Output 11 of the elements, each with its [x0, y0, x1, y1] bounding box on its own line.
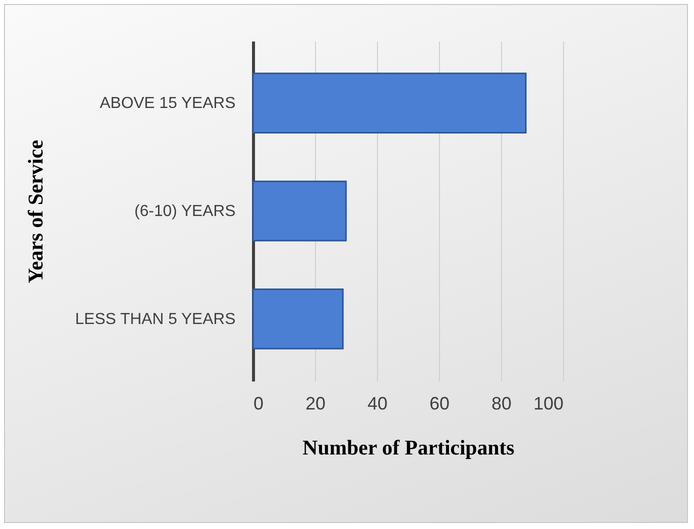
x-tick-label: 60 [429, 394, 450, 414]
x-tick-label: 80 [491, 394, 512, 414]
y-axis-title: Years of Service [24, 140, 48, 284]
x-tick-label: 0 [254, 394, 264, 414]
y-tick-label: LESS THAN 5 YEARS [75, 310, 236, 328]
x-tick-label: 100 [533, 394, 564, 414]
x-axis-title: Number of Participants [302, 436, 514, 460]
y-tick-label: ABOVE 15 YEARS [100, 95, 236, 112]
x-tick-label: 40 [367, 394, 388, 414]
x-tick-label: 20 [305, 394, 326, 414]
y-tick-label: (6-10) YEARS [134, 203, 236, 220]
